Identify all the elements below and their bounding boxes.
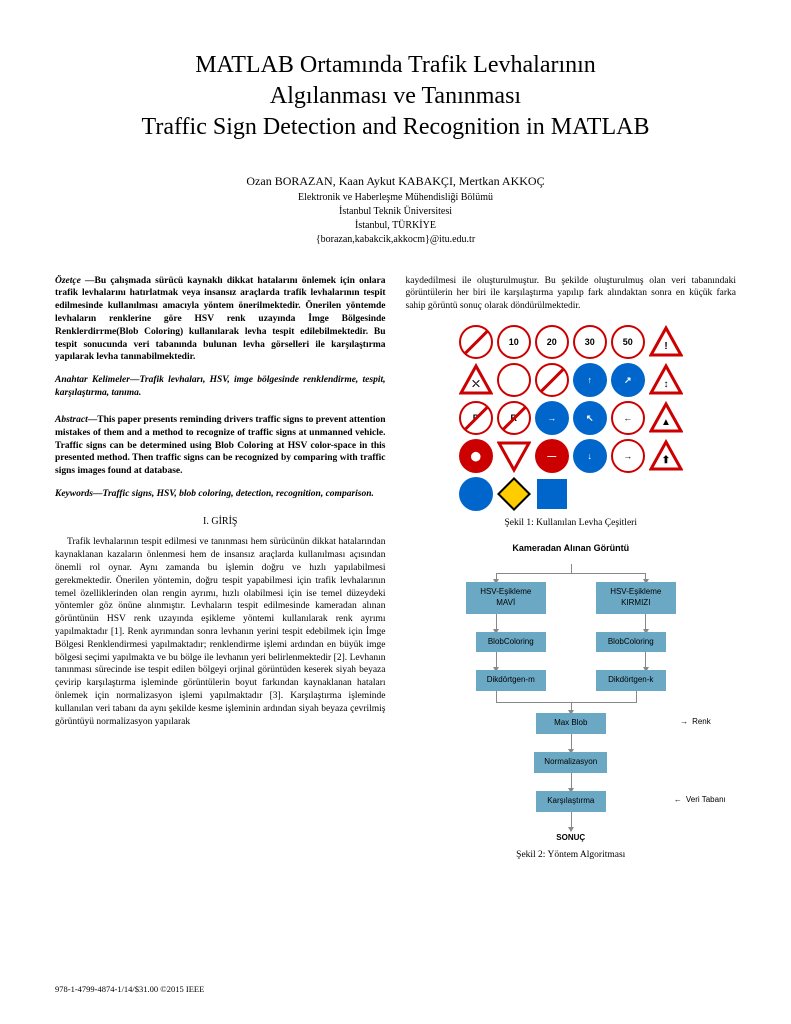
traffic-sign-icon: P bbox=[459, 401, 493, 435]
abstract-label: Abstract— bbox=[55, 415, 97, 425]
svg-text:⬆: ⬆ bbox=[662, 455, 670, 466]
traffic-sign-icon: ⬆ bbox=[649, 439, 683, 473]
section-1-heading: I. GİRİŞ bbox=[55, 515, 386, 529]
anahtar-label: Anahtar Kelimeler— bbox=[55, 375, 139, 385]
footer-copyright: 978-1-4799-4874-1/14/$31.00 ©2015 IEEE bbox=[55, 984, 204, 994]
traffic-sign-icon: 10 bbox=[497, 325, 531, 359]
keywords-block: Keywords—Traffic signs, HSV, blob colori… bbox=[55, 488, 386, 501]
traffic-sign-icon: → bbox=[535, 401, 569, 435]
flow-top-title: Kameradan Alınan Görüntü bbox=[421, 542, 721, 554]
figure-1-caption: Şekil 1: Kullanılan Levha Çeşitleri bbox=[406, 517, 737, 530]
author-city: İstanbul, TÜRKİYE bbox=[55, 219, 736, 233]
paper-title: MATLAB Ortamında Trafik Levhalarının Alg… bbox=[55, 50, 736, 144]
section-1-para-1: Trafik levhalarının tespit edilmesi ve t… bbox=[55, 536, 386, 728]
traffic-sign-icon: ⬤ bbox=[459, 439, 493, 473]
two-column-layout: Özetçe —Bu çalışmada sürücü kaynaklı dik… bbox=[55, 275, 736, 875]
traffic-sign-icon: ▲ bbox=[649, 401, 683, 435]
figure-2-caption: Şekil 2: Yöntem Algoritması bbox=[406, 849, 737, 862]
traffic-sign-icon bbox=[497, 363, 531, 397]
svg-text:↕: ↕ bbox=[663, 379, 668, 390]
traffic-sign-icon bbox=[535, 477, 569, 511]
svg-text:⛌: ⛌ bbox=[472, 379, 480, 390]
right-column: kaydedilmesi ile oluşturulmuştur. Bu şek… bbox=[406, 275, 737, 875]
author-dept: Elektronik ve Haberleşme Mühendisliği Bö… bbox=[55, 191, 736, 205]
flow-hsv-blue: HSV-Eşikleme MAVİ bbox=[466, 582, 546, 614]
traffic-sign-icon: ↓ bbox=[573, 439, 607, 473]
flow-rect-m: Dikdörtgen-m bbox=[476, 670, 546, 691]
traffic-sign-icon: ← bbox=[611, 401, 645, 435]
ozetce-text: Bu çalışmada sürücü kaynaklı dikkat hata… bbox=[55, 276, 386, 363]
title-line-3: Traffic Sign Detection and Recognition i… bbox=[55, 112, 736, 143]
traffic-sign-icon: R bbox=[497, 401, 531, 435]
traffic-sign-icon: ! bbox=[649, 325, 683, 359]
flow-db-label: ←Veri Tabanı bbox=[674, 795, 726, 806]
flowchart: Kameradan Alınan Görüntü HSV-Eşikleme MA… bbox=[421, 542, 721, 844]
ozetce-block: Özetçe —Bu çalışmada sürücü kaynaklı dik… bbox=[55, 275, 386, 365]
traffic-sign-icon bbox=[459, 325, 493, 359]
flow-blob-right: BlobColoring bbox=[596, 632, 666, 653]
traffic-sign-icon: ↑ bbox=[573, 363, 607, 397]
keywords-text: Traffic signs, HSV, blob coloring, detec… bbox=[103, 489, 374, 499]
title-line-2: Algılanması ve Tanınması bbox=[55, 81, 736, 112]
traffic-sign-icon: 30 bbox=[573, 325, 607, 359]
traffic-sign-icon: ⛌ bbox=[459, 363, 493, 397]
keywords-label: Keywords— bbox=[55, 489, 103, 499]
flow-norm: Normalizasyon bbox=[534, 752, 607, 773]
author-names: Ozan BORAZAN, Kaan Aykut KABAKÇI, Mertka… bbox=[55, 174, 736, 189]
svg-text:▲: ▲ bbox=[661, 417, 671, 428]
svg-text:!: ! bbox=[664, 341, 667, 352]
abstract-text-en: This paper presents reminding drivers tr… bbox=[55, 415, 386, 476]
flow-blob-left: BlobColoring bbox=[476, 632, 546, 653]
traffic-sign-icon: — bbox=[535, 439, 569, 473]
traffic-sign-icon bbox=[535, 363, 569, 397]
title-line-1: MATLAB Ortamında Trafik Levhalarının bbox=[55, 50, 736, 81]
traffic-sign-icon: ↗ bbox=[611, 363, 645, 397]
flow-result: SONUÇ bbox=[421, 833, 721, 844]
figure-1: 10203050!⛌↑↗↕PR→↖←▲⬤—↓→⬆ Şekil 1: Kullan… bbox=[406, 325, 737, 530]
flow-hsv-red: HSV-Eşikleme KIRMIZI bbox=[596, 582, 676, 614]
ozetce-label: Özetçe — bbox=[55, 276, 95, 286]
traffic-sign-icon bbox=[459, 477, 493, 511]
traffic-sign-icon bbox=[497, 477, 531, 511]
author-univ: İstanbul Teknik Üniversitesi bbox=[55, 205, 736, 219]
traffic-sign-icon: ↕ bbox=[649, 363, 683, 397]
traffic-sign-icon: ↖ bbox=[573, 401, 607, 435]
traffic-sign-icon: 20 bbox=[535, 325, 569, 359]
flow-maxblob: Max Blob bbox=[536, 713, 606, 734]
flow-compare: Karşılaştırma bbox=[536, 791, 606, 812]
left-column: Özetçe —Bu çalışmada sürücü kaynaklı dik… bbox=[55, 275, 386, 875]
sign-grid: 10203050!⛌↑↗↕PR→↖←▲⬤—↓→⬆ bbox=[406, 325, 737, 511]
figure-2: Kameradan Alınan Görüntü HSV-Eşikleme MA… bbox=[406, 542, 737, 862]
anahtar-block: Anahtar Kelimeler—Trafik levhaları, HSV,… bbox=[55, 374, 386, 400]
traffic-sign-icon: → bbox=[611, 439, 645, 473]
abstract-block: Abstract—This paper presents reminding d… bbox=[55, 414, 386, 478]
traffic-sign-icon: 50 bbox=[611, 325, 645, 359]
traffic-sign-icon bbox=[497, 439, 531, 473]
flow-rect-k: Dikdörtgen-k bbox=[596, 670, 666, 691]
author-emails: {borazan,kabakcik,akkocm}@itu.edu.tr bbox=[55, 233, 736, 247]
flow-renk-label: →Renk bbox=[680, 717, 711, 728]
authors-block: Ozan BORAZAN, Kaan Aykut KABAKÇI, Mertka… bbox=[55, 174, 736, 247]
col2-intro-text: kaydedilmesi ile oluşturulmuştur. Bu şek… bbox=[406, 275, 737, 313]
